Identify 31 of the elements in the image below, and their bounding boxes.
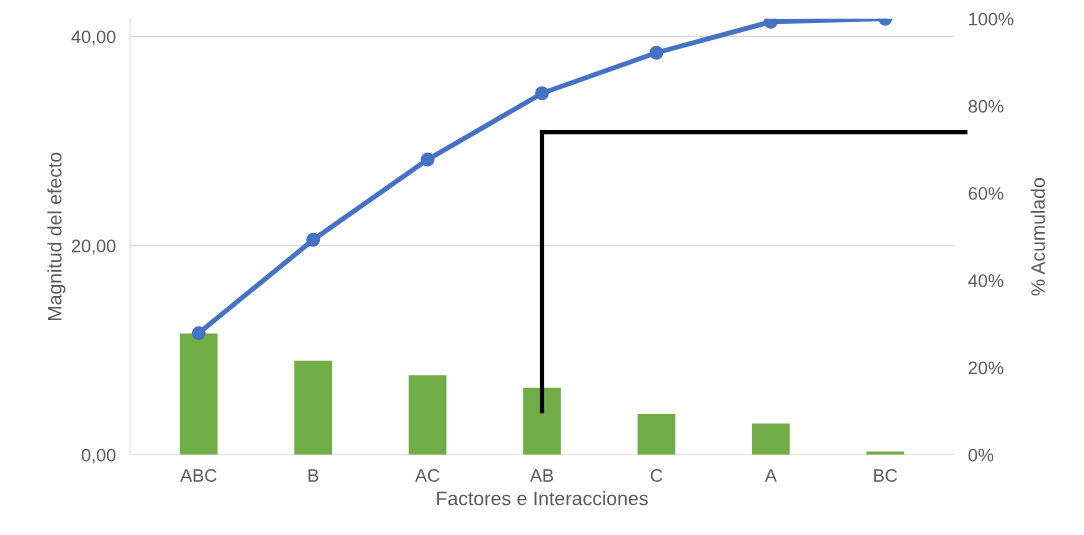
bar	[637, 413, 676, 455]
y-tick-label: 0,00	[81, 448, 116, 464]
x-tick-label: BC	[874, 469, 898, 482]
x-tick-label: AB	[529, 469, 554, 482]
bar	[751, 423, 790, 455]
y2-tick-label: 20%	[968, 361, 1004, 375]
y2-tick-label: 80%	[968, 99, 1004, 113]
point	[420, 152, 435, 167]
x-axis-title: Factores e Interacciones	[437, 491, 648, 506]
y2-tick-label: 0%	[968, 448, 994, 462]
y-tick-label: 20,00	[71, 239, 116, 255]
x-tick-label: A	[764, 469, 777, 482]
bar	[523, 387, 561, 455]
y2-axis-title: % Acumulado	[1030, 178, 1045, 296]
point	[306, 232, 321, 247]
point	[191, 326, 206, 341]
bar	[294, 360, 333, 455]
point	[649, 45, 664, 60]
bar	[408, 375, 447, 455]
y2-tick-label: 40%	[968, 274, 1004, 288]
x-tick-label: ABC	[180, 469, 217, 482]
x-tick-label: C	[650, 469, 663, 482]
x-tick-label: B	[308, 469, 319, 482]
bar	[179, 333, 218, 455]
y2-tick-label: 60%	[968, 187, 1004, 200]
y-axis-title: Magnitud del efecto	[47, 152, 66, 320]
y-tick-label: 40,00	[71, 30, 116, 46]
x-tick-label: AC	[415, 469, 440, 482]
y2-tick-label: 100%	[969, 12, 1014, 26]
point	[763, 18, 778, 29]
point	[535, 86, 549, 101]
